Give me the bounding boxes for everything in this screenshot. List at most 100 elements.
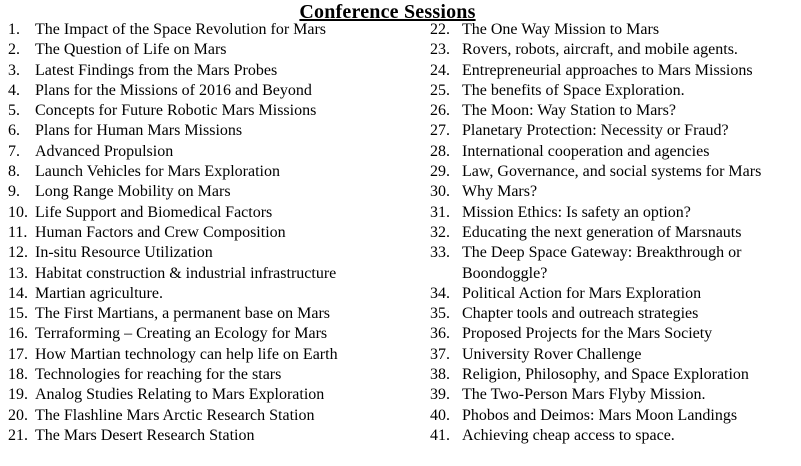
session-item: 16. Terraforming – Creating an Ecology fo… (8, 324, 420, 344)
page-title: Conference Sessions (299, 1, 476, 23)
session-title: Entrepreneurial approaches to Mars Missi… (462, 61, 753, 79)
session-item: 17. How Martian technology can help life … (8, 345, 420, 365)
session-title: The Flashline Mars Arctic Research Stati… (35, 406, 315, 424)
session-number: 18. (8, 366, 28, 384)
session-item: 40. Phobos and Deimos: Mars Moon Landings (430, 406, 801, 426)
session-title: The Moon: Way Station to Mars? (462, 102, 676, 120)
session-number: 20. (8, 406, 28, 424)
session-title: In-situ Resource Utilization (35, 244, 213, 262)
session-item: 30. Why Mars? (430, 182, 801, 202)
session-number: 36. (430, 325, 450, 343)
session-number: 9. (8, 183, 20, 201)
session-title: Life Support and Biomedical Factors (35, 203, 273, 221)
session-item: 32. Educating the next generation of Mars… (430, 223, 801, 243)
session-title: Why Mars? (462, 183, 538, 201)
session-number: 7. (8, 142, 20, 160)
session-title: Terraforming – Creating an Ecology for M… (35, 325, 328, 343)
session-number: 34. (430, 284, 450, 302)
session-number: 14. (8, 284, 28, 302)
session-title: Planetary Protection: Necessity or Fraud… (462, 122, 729, 140)
session-number: 13. (8, 264, 28, 282)
session-item: 7. Advanced Propulsion (8, 142, 420, 162)
session-number: 4. (8, 81, 20, 99)
session-number: 6. (8, 122, 20, 140)
session-title: How Martian technology can help life on … (35, 345, 338, 363)
session-item: 24. Entrepreneurial approaches to Mars Mi… (430, 61, 801, 81)
session-item: 18. Technologies for reaching for the sta… (8, 365, 420, 385)
session-number: 40. (430, 406, 450, 424)
session-item: 3. Latest Findings from the Mars Probes (8, 61, 420, 81)
session-title: The benefits of Space Exploration. (462, 81, 685, 99)
session-number: 22. (430, 21, 450, 38)
session-number: 32. (430, 223, 450, 241)
session-number: 25. (430, 81, 450, 99)
session-number: 3. (8, 61, 20, 79)
session-item: 38. Religion, Philosophy, and Space Explo… (430, 365, 801, 385)
session-item: 25. The benefits of Space Exploration. (430, 81, 801, 101)
session-title: Achieving cheap access to space. (462, 426, 675, 444)
session-title: Chapter tools and outreach strategies (462, 305, 699, 323)
session-item: 5. Concepts for Future Robotic Mars Missi… (8, 101, 420, 121)
session-title: Political Action for Mars Exploration (462, 284, 702, 302)
session-number: 23. (430, 41, 450, 59)
session-number: 12. (8, 244, 28, 262)
session-title: Educating the next generation of Marsnau… (462, 223, 742, 241)
session-number: 39. (430, 386, 450, 404)
session-number: 2. (8, 41, 20, 59)
sessions-list-left-column: 1. The Impact of the Space Revolution for… (8, 20, 420, 446)
session-item: 23. Rovers, robots, aircraft, and mobile … (430, 40, 801, 60)
session-number: 10. (8, 203, 28, 221)
session-item: 36. Proposed Projects for the Mars Societ… (430, 324, 801, 344)
session-title: The Impact of the Space Revolution for M… (35, 21, 327, 38)
session-item: 4. Plans for the Missions of 2016 and Bey… (8, 81, 420, 101)
session-number: 16. (8, 325, 28, 343)
session-item: 28. International cooperation and agencie… (430, 142, 801, 162)
session-number: 24. (430, 61, 450, 79)
session-title: Launch Vehicles for Mars Exploration (35, 163, 280, 181)
session-item: 26. The Moon: Way Station to Mars? (430, 101, 801, 121)
session-item: 1. The Impact of the Space Revolution for… (8, 20, 420, 40)
session-number: 33. (430, 244, 450, 262)
session-number: 15. (8, 305, 28, 323)
session-item: 15. The First Martians, a permanent base … (8, 304, 420, 324)
session-number: 38. (430, 366, 450, 384)
session-item: 11. Human Factors and Crew Composition (8, 223, 420, 243)
session-item: 19. Analog Studies Relating to Mars Explo… (8, 385, 420, 405)
session-title: Analog Studies Relating to Mars Explorat… (35, 386, 325, 404)
session-number: 35. (430, 305, 450, 323)
session-item: 12. In-situ Resource Utilization (8, 243, 420, 263)
session-number: 8. (8, 163, 20, 181)
session-title: Plans for Human Mars Missions (35, 122, 243, 140)
session-title: Concepts for Future Robotic Mars Mission… (35, 102, 317, 120)
session-number: 5. (8, 102, 20, 120)
session-title: Long Range Mobility on Mars (35, 183, 231, 201)
session-item: 27. Planetary Protection: Necessity or Fr… (430, 121, 801, 141)
session-title: Phobos and Deimos: Mars Moon Landings (462, 406, 738, 424)
session-item: 2. The Question of Life on Mars (8, 40, 420, 60)
session-item: 22. The One Way Mission to Mars (430, 20, 801, 40)
session-number: 28. (430, 142, 450, 160)
session-item: 10. Life Support and Biomedical Factors (8, 203, 420, 223)
session-number: 27. (430, 122, 450, 140)
session-title: International cooperation and agencies (462, 142, 710, 160)
session-item: 20. The Flashline Mars Arctic Research St… (8, 406, 420, 426)
session-title: University Rover Challenge (462, 345, 642, 363)
session-item: 14. Martian agriculture. (8, 284, 420, 304)
title-row: Conference Sessions (0, 1, 775, 24)
session-title: Rovers, robots, aircraft, and mobile age… (462, 41, 738, 59)
session-title: The Mars Desert Research Station (35, 426, 255, 444)
session-item: 41. Achieving cheap access to space. (430, 426, 801, 446)
session-item: 6. Plans for Human Mars Missions (8, 121, 420, 141)
session-title: Law, Governance, and social systems for … (462, 163, 762, 181)
session-title: The One Way Mission to Mars (462, 21, 660, 38)
session-number: 29. (430, 163, 450, 181)
session-title: The First Martians, a permanent base on … (35, 305, 331, 323)
session-number: 30. (430, 183, 450, 201)
session-item: 34. Political Action for Mars Exploration (430, 284, 801, 304)
session-title: Religion, Philosophy, and Space Explorat… (462, 366, 749, 384)
session-number: 21. (8, 426, 28, 444)
session-item: 33. The Deep Space Gateway: Breakthrough … (430, 243, 801, 284)
session-item: 9. Long Range Mobility on Mars (8, 182, 420, 202)
session-item: 39. The Two-Person Mars Flyby Mission. (430, 385, 801, 405)
